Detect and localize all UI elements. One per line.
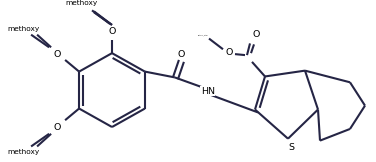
Text: O: O: [53, 122, 61, 132]
Text: methoxy_ester: methoxy_ester: [198, 34, 208, 36]
Text: methoxy: methoxy: [7, 26, 39, 32]
Text: methyl: methyl: [85, 4, 89, 5]
Text: methoxy: methoxy: [66, 0, 98, 6]
Text: O: O: [108, 27, 116, 36]
Text: HN: HN: [201, 87, 215, 96]
Text: methyl: methyl: [80, 4, 85, 5]
Text: O: O: [53, 122, 61, 132]
Text: methoxy: methoxy: [7, 149, 39, 155]
Text: O: O: [225, 48, 233, 57]
Text: O: O: [108, 27, 116, 36]
Text: O: O: [177, 50, 185, 59]
Text: O: O: [53, 50, 61, 59]
Text: O: O: [252, 30, 260, 39]
Text: O: O: [108, 27, 116, 36]
Text: O: O: [53, 50, 61, 59]
Text: S: S: [288, 143, 294, 152]
